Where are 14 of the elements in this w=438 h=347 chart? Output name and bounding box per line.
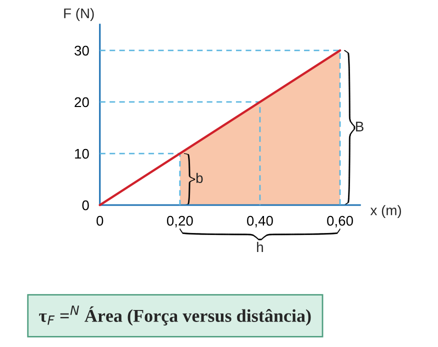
x-tick-label: 0,60 [327,216,353,228]
y-axis-title: F (N) [64,8,94,22]
x-tick-label: 0,40 [247,216,273,228]
x-tick-label: 0,20 [166,216,193,228]
y-tick-label: 30 [74,46,89,56]
y-tick-label: 10 [75,148,89,159]
text: τ$_{F}$ =$^{N}$ Área (Força versus distância) [39,306,311,326]
annotation: b [196,172,203,184]
y-tick-label: 0 [82,200,89,210]
y-tick-label: 20 [74,97,89,108]
annotation: B [356,122,364,132]
x-axis-title: x (m) [370,205,402,218]
annotation: h [257,242,263,252]
x-tick-label: 0 [96,216,104,226]
